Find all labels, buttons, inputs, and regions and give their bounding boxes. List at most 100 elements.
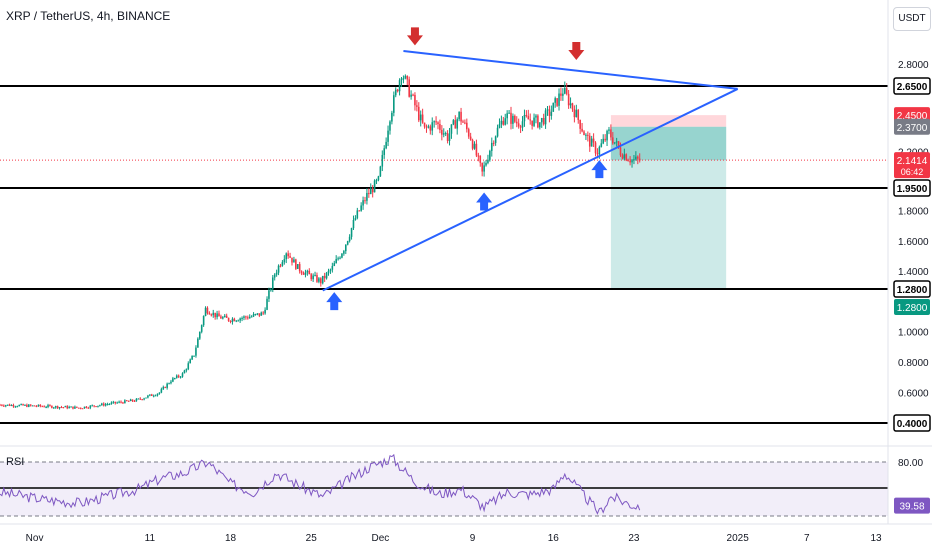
candle	[0, 403, 1, 406]
candle	[298, 261, 301, 274]
candle	[606, 129, 608, 146]
candle-body	[529, 119, 532, 121]
arrow-up-icon	[476, 192, 493, 211]
arrow-up-icon	[591, 160, 608, 179]
candle-body	[225, 315, 228, 318]
candle	[3, 404, 5, 407]
candle	[72, 406, 74, 410]
candle-body	[371, 188, 374, 193]
candle	[179, 375, 182, 379]
candle-body	[122, 402, 124, 404]
candle	[514, 114, 516, 124]
candle	[364, 196, 366, 204]
candle-body	[120, 401, 122, 403]
candle-body	[268, 290, 270, 299]
candle-body	[442, 133, 445, 135]
candle-body	[464, 122, 466, 124]
candle	[519, 124, 522, 133]
candle	[225, 313, 228, 318]
candle	[106, 402, 109, 406]
price-badge-text: 2.4500	[897, 111, 928, 122]
candle-body	[185, 369, 188, 371]
rsi-tick-label: 80.00	[898, 458, 923, 469]
candle	[320, 277, 322, 287]
candle	[102, 402, 105, 407]
candle	[579, 119, 581, 134]
candle	[427, 124, 430, 129]
candle-body	[99, 405, 101, 407]
candle-body	[448, 133, 451, 141]
candle-body	[481, 162, 483, 172]
candle	[398, 78, 401, 96]
candle	[525, 110, 528, 118]
candle	[139, 397, 142, 401]
candle	[633, 155, 635, 165]
candle	[147, 394, 149, 399]
time-tick-label: Nov	[26, 533, 44, 544]
candle-body	[218, 313, 220, 317]
candle	[360, 202, 362, 212]
candle-body	[477, 155, 480, 157]
candle	[604, 134, 606, 142]
candle-body	[594, 142, 597, 154]
candle	[327, 268, 330, 276]
candle-body	[471, 139, 474, 149]
candle-body	[174, 378, 176, 380]
level-price-label: 2.6500	[893, 77, 931, 95]
candle-body	[473, 143, 476, 149]
candle	[571, 102, 574, 112]
candle	[510, 106, 512, 130]
candle-body	[237, 320, 240, 322]
candle	[270, 287, 272, 292]
candle	[227, 317, 230, 322]
level-label-box	[893, 77, 931, 95]
candle-body	[542, 117, 545, 125]
candle-body	[515, 121, 518, 124]
candle	[393, 91, 395, 117]
candle	[402, 75, 405, 84]
candle	[523, 109, 526, 127]
candle-body	[408, 79, 410, 97]
candle	[256, 313, 259, 316]
candle	[116, 401, 118, 404]
candle	[635, 151, 637, 161]
candle	[206, 306, 209, 315]
candle	[417, 102, 420, 123]
candle	[594, 141, 597, 157]
candle	[271, 275, 274, 293]
candle	[368, 188, 370, 198]
candle-body	[458, 111, 460, 120]
arrow-down-icon	[406, 27, 423, 46]
candle	[527, 109, 530, 120]
candle-body	[360, 205, 362, 211]
candle-body	[74, 406, 76, 409]
candle-body	[341, 253, 343, 258]
level-label-text: 1.2800	[897, 285, 928, 296]
candle	[362, 196, 364, 210]
candle-body	[487, 159, 489, 163]
candle-body	[285, 253, 288, 260]
candle	[248, 314, 251, 319]
candle	[41, 405, 44, 408]
candle-body	[293, 259, 295, 263]
currency-button[interactable]: USDT	[893, 7, 931, 31]
candle	[419, 110, 422, 127]
candle-body	[110, 402, 113, 404]
candle	[150, 393, 153, 397]
candle	[356, 207, 359, 220]
candle-body	[510, 112, 512, 124]
candle-body	[308, 270, 311, 275]
candle	[346, 240, 349, 246]
candle-body	[479, 155, 482, 163]
candle-body	[147, 395, 149, 398]
candle-body	[575, 109, 578, 118]
candle-body	[441, 129, 443, 135]
candle-body	[429, 126, 432, 131]
candle-body	[60, 407, 63, 409]
candle	[460, 107, 462, 125]
candle-body	[316, 275, 318, 282]
candle-body	[527, 116, 530, 120]
candle	[348, 234, 351, 243]
candle	[79, 407, 82, 410]
